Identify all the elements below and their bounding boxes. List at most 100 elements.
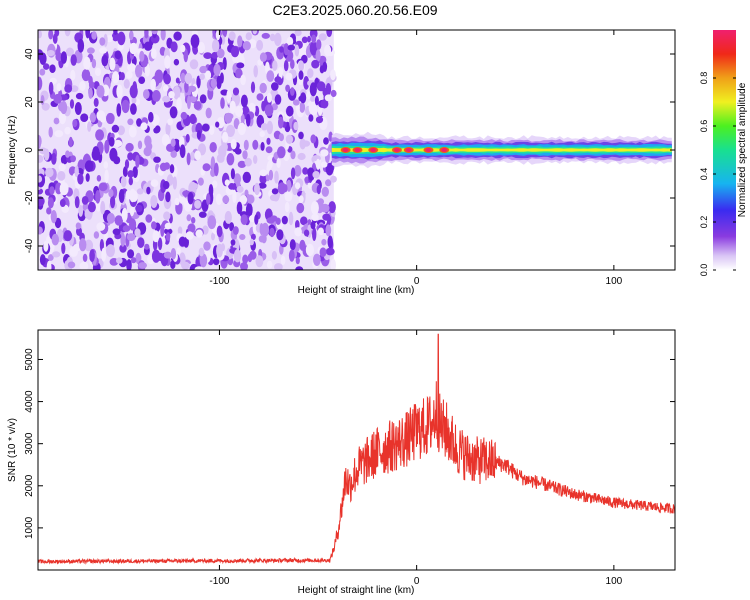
snr-panel: -100 0 100 1000 2000 3000 4000 5000 Height of … — [7, 329, 676, 596]
noise-blob — [84, 239, 94, 252]
noise-blob — [286, 179, 292, 192]
noise-blob — [315, 158, 321, 170]
snr-x-tick-label: -100 — [209, 576, 229, 587]
snr-x-axis: -100 0 100 — [209, 330, 623, 587]
noise-blob — [203, 52, 213, 59]
signal-hot-spot — [342, 148, 349, 152]
noise-blob — [213, 258, 220, 266]
noise-blob — [116, 84, 123, 99]
noise-blob — [39, 254, 46, 266]
noise-blob — [226, 153, 235, 166]
noise-blob — [54, 30, 60, 37]
noise-blob — [144, 30, 149, 39]
noise-blob — [250, 81, 256, 94]
noise-blob — [213, 63, 221, 76]
noise-blob — [101, 247, 107, 262]
noise-blob — [49, 186, 55, 195]
noise-blob — [235, 106, 243, 117]
noise-blob — [266, 137, 271, 145]
noise-blob — [324, 94, 333, 102]
noise-blob — [265, 146, 273, 154]
noise-blob — [255, 255, 264, 268]
noise-blob — [61, 242, 66, 255]
noise-blob — [316, 81, 326, 92]
spectrogram-signal-band — [331, 131, 672, 169]
noise-blob — [288, 249, 295, 262]
noise-blob — [127, 249, 135, 259]
noise-blob — [103, 161, 109, 169]
noise-blob — [219, 72, 224, 84]
noise-blob — [198, 247, 205, 257]
noise-blob — [212, 180, 218, 189]
noise-blob — [283, 184, 288, 193]
noise-blob — [317, 227, 324, 236]
noise-blob — [48, 81, 54, 95]
noise-blob — [89, 112, 96, 123]
noise-blob — [122, 225, 131, 232]
noise-blob — [222, 131, 229, 144]
noise-blob — [129, 218, 137, 231]
noise-blob — [253, 155, 258, 164]
noise-blob — [292, 99, 300, 106]
noise-blob — [119, 244, 127, 253]
noise-blob — [176, 97, 182, 112]
noise-blob — [224, 210, 232, 224]
noise-blob — [94, 67, 102, 77]
noise-blob — [319, 247, 327, 257]
noise-blob — [261, 234, 267, 244]
noise-blob — [321, 161, 328, 168]
noise-blob — [203, 241, 211, 251]
noise-blob — [113, 30, 118, 35]
noise-blob — [290, 150, 296, 160]
noise-blob — [295, 257, 300, 265]
noise-blob — [59, 199, 66, 207]
noise-blob — [216, 225, 223, 238]
noise-blob — [283, 59, 289, 72]
noise-blob — [295, 266, 304, 270]
noise-blob — [38, 135, 42, 149]
noise-blob — [197, 177, 204, 186]
noise-blob — [267, 160, 273, 169]
noise-blob — [47, 254, 54, 261]
noise-blob — [244, 157, 252, 167]
noise-blob — [114, 50, 122, 60]
noise-blob — [137, 237, 145, 249]
noise-blob — [181, 261, 190, 270]
noise-blob — [145, 142, 153, 151]
noise-blob — [127, 118, 134, 126]
noise-blob — [281, 215, 288, 225]
snr-x-tick-label: 0 — [414, 576, 420, 587]
noise-blob — [161, 134, 170, 146]
noise-blob — [266, 260, 273, 269]
noise-blob — [311, 34, 317, 44]
noise-blob — [106, 112, 115, 125]
noise-blob — [140, 122, 148, 131]
noise-blob — [268, 169, 274, 181]
noise-blob — [235, 68, 243, 79]
noise-blob — [172, 176, 177, 190]
noise-blob — [298, 131, 304, 140]
noise-blob — [164, 222, 172, 230]
noise-blob — [43, 63, 50, 70]
noise-blob — [96, 110, 106, 121]
noise-blob — [130, 257, 137, 264]
noise-blob — [78, 205, 84, 217]
noise-blob — [330, 89, 337, 98]
noise-blob — [260, 141, 265, 151]
noise-blob — [258, 182, 267, 189]
noise-blob — [319, 65, 325, 74]
noise-blob — [215, 193, 223, 205]
noise-blob — [69, 99, 75, 109]
noise-blob — [308, 101, 316, 115]
noise-blob — [314, 95, 319, 106]
noise-blob — [48, 30, 54, 40]
noise-blob — [80, 113, 89, 122]
noise-blob — [216, 243, 223, 258]
noise-blob — [199, 253, 208, 268]
noise-blob — [193, 101, 202, 110]
noise-blob — [309, 82, 317, 97]
noise-blob — [46, 207, 52, 215]
noise-blob — [256, 39, 264, 51]
noise-blob — [167, 118, 174, 126]
noise-blob — [308, 114, 314, 122]
